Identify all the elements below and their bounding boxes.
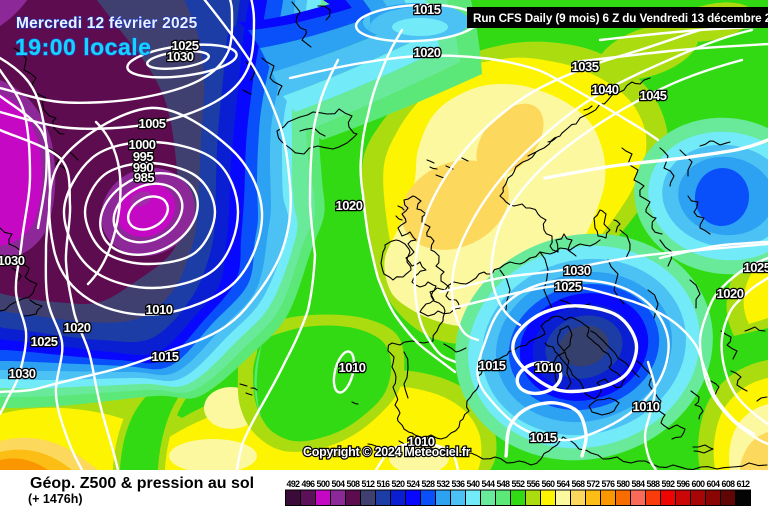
svg-text:604: 604 (707, 479, 721, 489)
svg-text:1030: 1030 (0, 253, 25, 268)
svg-text:1015: 1015 (479, 358, 506, 373)
svg-text:584: 584 (632, 479, 646, 489)
svg-text:1035: 1035 (572, 59, 599, 74)
svg-text:990: 990 (133, 160, 153, 175)
svg-text:588: 588 (647, 479, 661, 489)
svg-text:1000: 1000 (129, 137, 156, 152)
svg-text:1015: 1015 (530, 430, 557, 445)
svg-text:Run CFS Daily (9 mois) 6 Z du: Run CFS Daily (9 mois) 6 Z du Vendredi 1… (473, 12, 768, 25)
svg-text:536: 536 (452, 479, 466, 489)
svg-text:596: 596 (677, 479, 691, 489)
svg-text:528: 528 (422, 479, 436, 489)
svg-text:1010: 1010 (339, 360, 366, 375)
svg-text:19:00 locale: 19:00 locale (15, 34, 151, 60)
svg-text:1020: 1020 (414, 45, 441, 60)
svg-text:500: 500 (317, 479, 331, 489)
svg-text:608: 608 (722, 479, 736, 489)
svg-text:612: 612 (737, 479, 751, 489)
svg-text:512: 512 (362, 479, 376, 489)
svg-text:548: 548 (497, 479, 511, 489)
svg-text:1020: 1020 (717, 286, 744, 301)
svg-text:508: 508 (347, 479, 361, 489)
svg-text:580: 580 (617, 479, 631, 489)
svg-text:568: 568 (572, 479, 586, 489)
svg-text:544: 544 (482, 479, 496, 489)
svg-text:504: 504 (332, 479, 346, 489)
svg-text:1015: 1015 (152, 349, 179, 364)
svg-text:1010: 1010 (408, 434, 435, 449)
svg-text:995: 995 (133, 149, 153, 164)
svg-text:1030: 1030 (9, 366, 36, 381)
svg-text:985: 985 (134, 170, 154, 185)
svg-text:1045: 1045 (640, 88, 667, 103)
svg-text:1025: 1025 (172, 38, 199, 53)
svg-text:540: 540 (467, 479, 481, 489)
svg-text:1015: 1015 (414, 2, 441, 17)
svg-text:1010: 1010 (535, 360, 562, 375)
svg-text:492: 492 (287, 479, 301, 489)
svg-text:1040: 1040 (592, 82, 619, 97)
svg-text:Mercredi 12 février 2025: Mercredi 12 février 2025 (16, 15, 198, 32)
svg-text:1030: 1030 (167, 49, 194, 64)
svg-text:1030: 1030 (564, 263, 591, 278)
svg-text:532: 532 (437, 479, 451, 489)
svg-text:592: 592 (662, 479, 676, 489)
svg-text:1025: 1025 (555, 279, 582, 294)
svg-text:524: 524 (407, 479, 421, 489)
svg-text:1020: 1020 (336, 198, 363, 213)
svg-text:552: 552 (512, 479, 526, 489)
svg-text:1025: 1025 (31, 334, 58, 349)
svg-text:1005: 1005 (139, 116, 166, 131)
svg-text:576: 576 (602, 479, 616, 489)
svg-text:520: 520 (392, 479, 406, 489)
svg-text:572: 572 (587, 479, 601, 489)
svg-text:1010: 1010 (633, 399, 660, 414)
svg-text:1020: 1020 (64, 320, 91, 335)
svg-text:496: 496 (302, 479, 316, 489)
svg-text:600: 600 (692, 479, 706, 489)
svg-text:Copyright © 2024 Meteociel.fr: Copyright © 2024 Meteociel.fr (303, 445, 471, 459)
svg-text:564: 564 (557, 479, 571, 489)
svg-text:1010: 1010 (146, 302, 173, 317)
svg-text:1025: 1025 (744, 260, 768, 275)
svg-text:560: 560 (542, 479, 556, 489)
svg-text:516: 516 (377, 479, 391, 489)
svg-text:556: 556 (527, 479, 541, 489)
